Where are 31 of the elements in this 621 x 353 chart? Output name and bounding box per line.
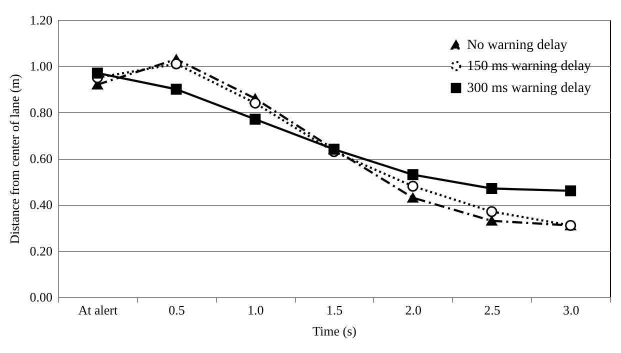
y-tick-label: 0.20 [30, 243, 52, 258]
point [407, 192, 418, 203]
point [486, 216, 498, 226]
x-tick-label: 2.5 [484, 302, 500, 318]
point [250, 114, 261, 125]
point [407, 169, 418, 180]
x-tick-label: 2.0 [405, 302, 422, 318]
point [170, 84, 182, 95]
legend-label: No warning delay [467, 38, 568, 53]
legend-label: 300 ms warning delay [467, 81, 592, 96]
point [92, 68, 103, 79]
legend-label: 150 ms warning delay [467, 59, 592, 74]
y-tick-label: 1.20 [30, 12, 52, 28]
y-tick-label: 0.40 [30, 197, 52, 212]
y-tick-label: 1.00 [30, 58, 52, 74]
x-tick-label: 1.5 [326, 302, 343, 318]
point [407, 180, 418, 192]
point [250, 98, 261, 109]
x-tick-label: 3.0 [562, 302, 580, 318]
point [486, 183, 498, 194]
x-axis-title: Time (s) [312, 324, 356, 338]
y-tick-label: 0.60 [30, 151, 52, 166]
y-tick-label: 0.00 [30, 290, 52, 304]
x-tick-label: At alert [78, 302, 118, 318]
point [170, 58, 182, 70]
point [565, 185, 576, 196]
y-tick-label: 0.80 [30, 104, 52, 120]
x-tick-label: 1.0 [248, 302, 264, 318]
y-axis-title: Distance from center of lane (m) [6, 74, 22, 244]
point [486, 206, 498, 218]
x-tick-label: 0.5 [168, 302, 185, 318]
